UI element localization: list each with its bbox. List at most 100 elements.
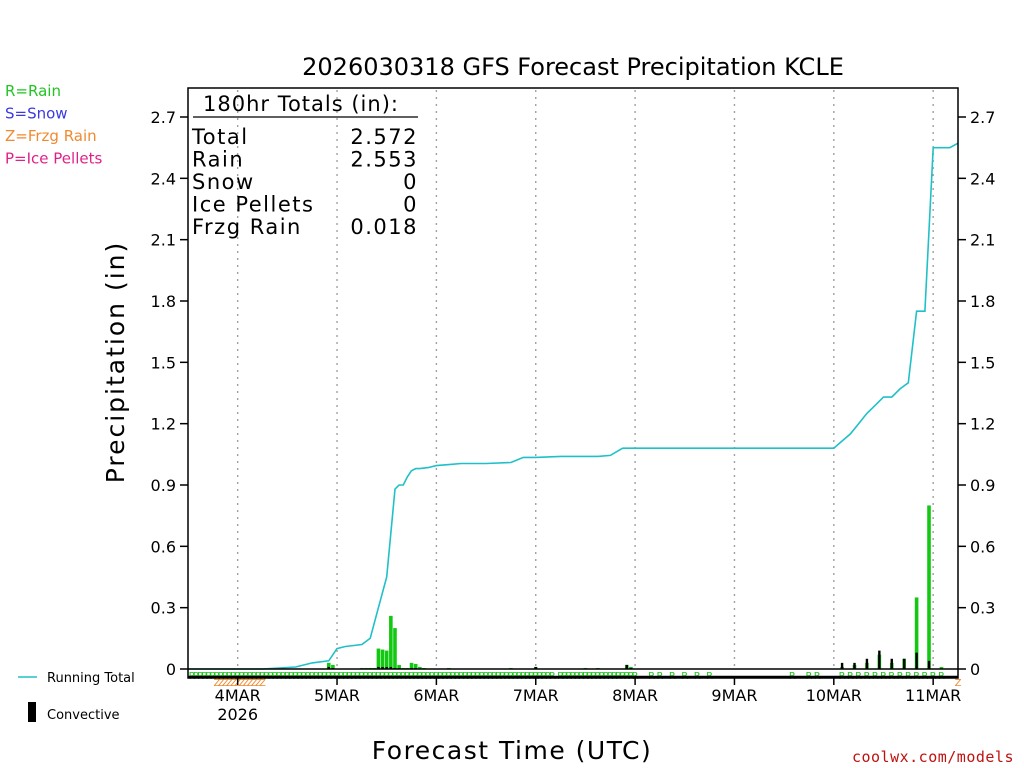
totals-row-value: 0.018 — [350, 215, 418, 239]
totals-row-value: 0 — [403, 170, 418, 194]
convective-bar — [890, 658, 893, 669]
totals-row-label: Snow — [192, 170, 255, 194]
convective-bar — [385, 666, 388, 669]
y-tick-label: 2.1 — [151, 231, 176, 250]
totals-row-label: Total — [191, 125, 249, 149]
x-tick-label: 9MAR — [711, 686, 757, 705]
y-tick-label: 0 — [970, 660, 980, 679]
type-legend-entry: S=Snow — [5, 105, 68, 123]
precip-type-legend: R=Rain S=Snow Z=Frzg Rain P=Ice Pellets — [5, 82, 102, 168]
series-legend: Running Total Convective — [18, 671, 135, 723]
y-tick-label: 1.2 — [151, 415, 176, 434]
precip-bar — [389, 615, 393, 669]
frz-rain-marker: Z — [247, 678, 254, 689]
convective-bar — [534, 666, 537, 669]
running-total-line — [188, 142, 959, 670]
precip-bar — [409, 662, 414, 669]
y-axis-right: 0 0.3 0.6 0.9 1.2 1.5 1.8 2.1 2.4 2.7 — [958, 108, 995, 679]
convective-bar — [902, 658, 906, 669]
convective-bar — [840, 662, 844, 669]
precip-bar — [393, 628, 397, 669]
type-legend-entry: P=Ice Pellets — [5, 150, 102, 168]
totals-row-label: Rain — [192, 148, 244, 172]
x-tick-label: 4MAR — [215, 686, 261, 705]
convective-bar — [327, 666, 330, 669]
frz-rain-marker: Z — [243, 678, 250, 689]
y-tick-label: 2.7 — [151, 108, 176, 127]
convective-legend-swatch — [28, 702, 36, 722]
x-tick-label: 11MAR — [905, 686, 961, 705]
convective-bar — [927, 660, 931, 669]
totals-row-label: Ice Pellets — [192, 193, 314, 217]
totals-row-value: 0 — [403, 193, 418, 217]
y-tick-label: 0.3 — [970, 599, 995, 618]
type-legend-entry: Z=Frzg Rain — [5, 127, 97, 145]
x-axis-label: Forecast Time (UTC) — [372, 736, 652, 765]
x-tick-year-label: 2026 — [217, 705, 258, 724]
x-tick-label: 5MAR — [314, 686, 360, 705]
precip-bar — [418, 666, 422, 669]
convective-bar — [915, 652, 918, 669]
running-total-legend-label: Running Total — [47, 671, 135, 686]
y-tick-label: 0.6 — [151, 537, 176, 556]
precip-bar — [914, 597, 919, 669]
convective-legend-label: Convective — [47, 708, 120, 723]
chart-title: 2026030318 GFS Forecast Precipitation KC… — [302, 53, 844, 81]
y-tick-label: 2.7 — [970, 108, 995, 127]
precip-bar — [326, 662, 331, 669]
y-tick-label: 0.9 — [970, 476, 995, 495]
x-tick-label: 8MAR — [612, 686, 658, 705]
convective-bar — [377, 666, 380, 669]
frz-rain-marker: Z — [214, 678, 221, 689]
totals-row-value: 2.553 — [350, 148, 418, 172]
frz-rain-marker: Z — [222, 678, 229, 689]
precip-bar — [380, 649, 385, 669]
frz-rain-marker: Z — [955, 678, 962, 689]
precip-bar — [376, 648, 381, 669]
y-tick-label: 1.8 — [151, 292, 176, 311]
x-tick-label: 7MAR — [513, 686, 559, 705]
precip-bar — [939, 666, 944, 669]
y-tick-label: 0.6 — [970, 537, 995, 556]
convective-bar — [878, 650, 881, 669]
vertical-gridlines — [236, 90, 934, 669]
frz-rain-marker: Z — [251, 678, 258, 689]
y-tick-label: 0.3 — [151, 599, 176, 618]
x-tick-label: 6MAR — [413, 686, 459, 705]
totals-row-label: Frzg Rain — [192, 215, 302, 239]
frz-rain-marker: Z — [259, 678, 266, 689]
plot-frame — [187, 87, 959, 679]
convective-bar — [625, 664, 629, 669]
totals-box: 180hr Totals (in): Total 2.572 Rain 2.553 Sno… — [191, 92, 418, 239]
frz-rain-marker: Z — [226, 678, 233, 689]
precip-bar — [397, 664, 401, 669]
convective-bar — [389, 666, 393, 669]
precip-bars — [326, 505, 944, 669]
precip-bar — [413, 663, 418, 669]
y-tick-label: 1.5 — [970, 353, 995, 372]
frz-rain-marker: Z — [230, 678, 237, 689]
y-tick-label: 1.8 — [970, 292, 995, 311]
watermark: coolwx.com/models — [852, 748, 1014, 766]
precip-bar — [927, 505, 931, 669]
x-tick-label: 10MAR — [806, 686, 862, 705]
y-axis-left: 0 0.3 0.6 0.9 1.2 1.5 1.8 2.1 2.4 2.7 — [151, 108, 188, 679]
convective-bar — [381, 666, 384, 669]
totals-header: 180hr Totals (in): — [203, 92, 399, 116]
convective-bar — [865, 658, 869, 669]
y-tick-label: 2.4 — [151, 169, 176, 188]
convective-bar — [853, 662, 856, 669]
precip-bar — [331, 664, 335, 669]
y-axis-label: Precipitation (in) — [101, 241, 130, 484]
frz-rain-marker: Z — [255, 678, 262, 689]
y-tick-label: 1.2 — [970, 415, 995, 434]
y-tick-label: 0.9 — [151, 476, 176, 495]
type-legend-entry: R=Rain — [5, 82, 61, 100]
frz-rain-marker: Z — [238, 678, 245, 689]
precip-bar — [384, 650, 389, 669]
frz-rain-marker: Z — [218, 678, 225, 689]
totals-row-value: 2.572 — [350, 125, 418, 149]
y-tick-label: 0 — [166, 660, 176, 679]
